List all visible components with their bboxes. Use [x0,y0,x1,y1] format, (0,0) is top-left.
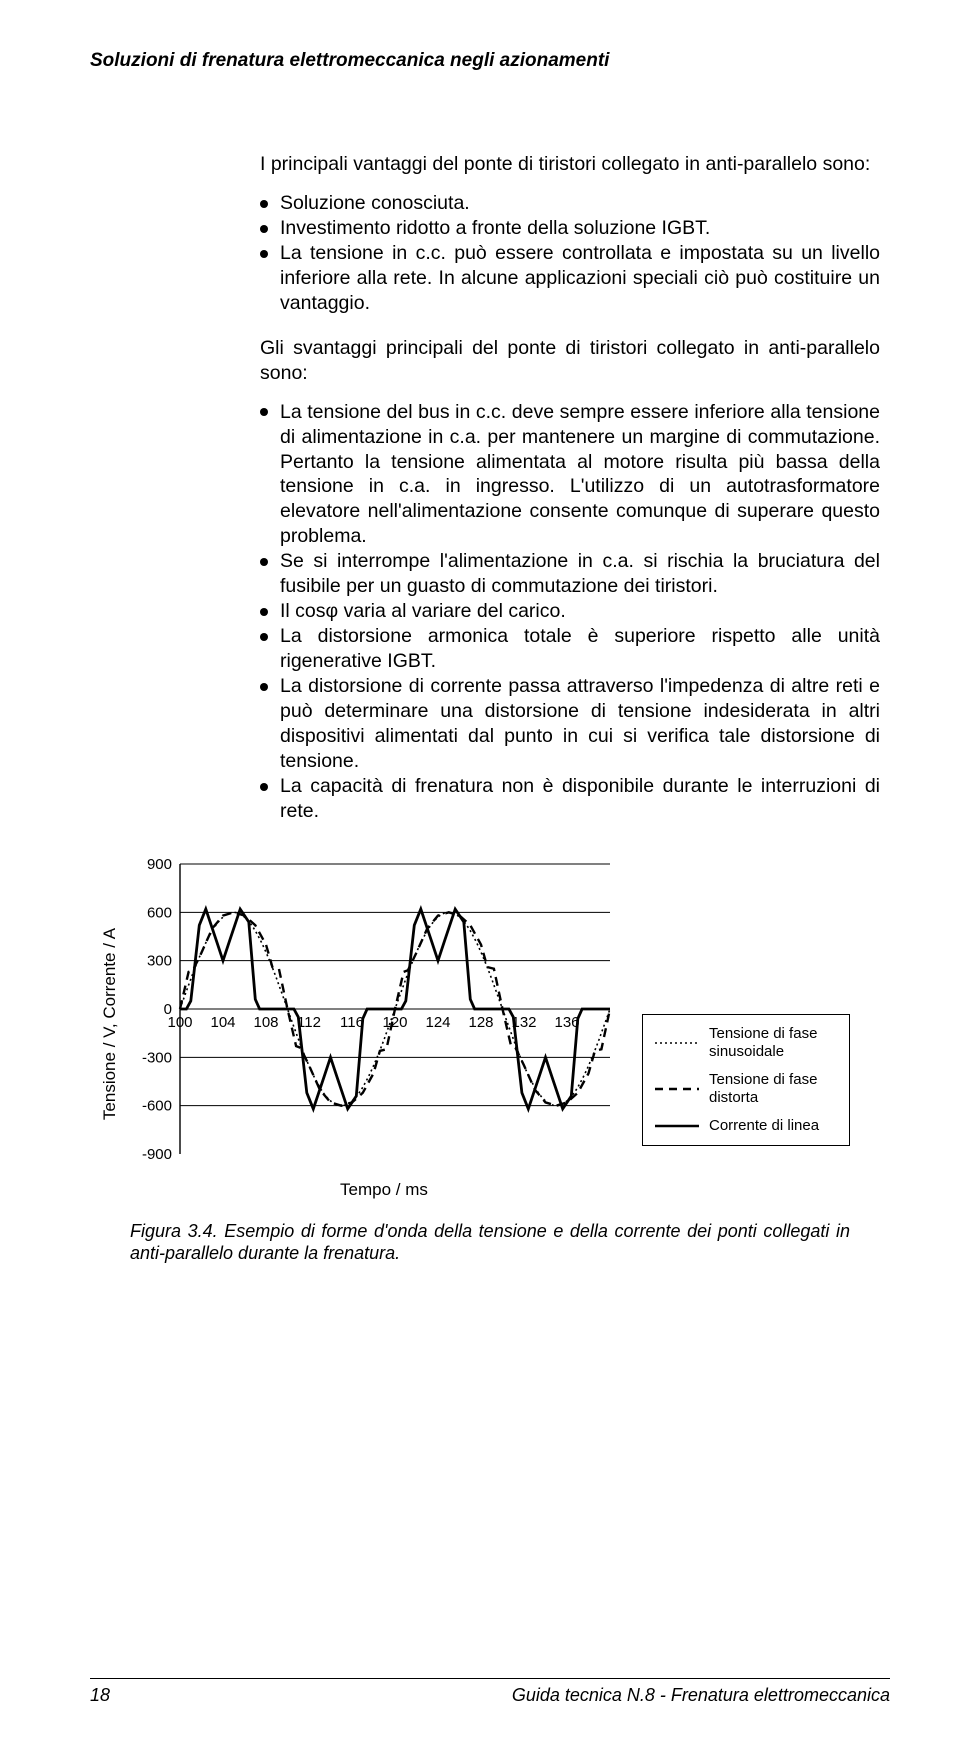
legend-item: Tensione di fase sinusoidale [655,1025,837,1061]
running-head: Soluzioni di frenatura elettromeccanica … [90,50,890,72]
svg-text:104: 104 [210,1014,235,1031]
advantages-list: Soluzione conosciuta.Investimento ridott… [260,191,880,316]
legend-item: Tensione di fase distorta [655,1071,837,1107]
x-axis-label: Tempo / ms [340,1180,620,1200]
y-axis-label: Tensione / V, Corrente / A [100,894,120,1154]
svg-text:100: 100 [167,1014,192,1031]
legend-label: Tensione di fase distorta [709,1071,837,1107]
list-item: La distorsione di corrente passa attrave… [260,674,880,774]
legend-label: Tensione di fase sinusoidale [709,1025,837,1061]
disadvantages-list: La tensione del bus in c.c. deve sempre … [260,400,880,824]
advantages-intro: I principali vantaggi del ponte di tiris… [260,152,880,177]
page-number: 18 [90,1685,110,1706]
svg-text:-900: -900 [142,1146,172,1163]
list-item: La capacità di frenatura non è disponibi… [260,774,880,824]
list-item: Se si interrompe l'alimentazione in c.a.… [260,549,880,599]
svg-text:-600: -600 [142,1097,172,1114]
list-item: La tensione in c.c. può essere controlla… [260,241,880,316]
legend-label: Corrente di linea [709,1117,819,1135]
svg-text:-300: -300 [142,1049,172,1066]
svg-text:900: 900 [147,856,172,873]
svg-text:300: 300 [147,952,172,969]
page-footer: 18 Guida tecnica N.8 - Frenatura elettro… [90,1678,890,1706]
list-item: La distorsione armonica totale è superio… [260,624,880,674]
svg-text:116: 116 [340,1014,364,1031]
figure-caption: Figura 3.4. Esempio di forme d'onda dell… [130,1220,850,1265]
list-item: Il cosφ varia al variare del carico. [260,599,880,624]
waveform-chart: -900-600-3000300600900100104108112116120… [120,854,620,1174]
svg-text:124: 124 [425,1014,450,1031]
body-column: I principali vantaggi del ponte di tiris… [260,152,880,824]
list-item: Soluzione conosciuta. [260,191,880,216]
doc-title: Guida tecnica N.8 - Frenatura elettromec… [512,1685,890,1706]
svg-text:120: 120 [382,1014,407,1031]
list-item: Investimento ridotto a fronte della solu… [260,216,880,241]
svg-text:108: 108 [253,1014,278,1031]
svg-text:600: 600 [147,904,172,921]
figure-3-4: Tensione / V, Corrente / A -900-600-3000… [90,854,880,1265]
svg-text:128: 128 [468,1014,493,1031]
legend-item: Corrente di linea [655,1117,837,1135]
list-item: La tensione del bus in c.c. deve sempre … [260,400,880,550]
disadvantages-intro: Gli svantaggi principali del ponte di ti… [260,336,880,386]
chart-legend: Tensione di fase sinusoidale Tensione di … [642,1014,850,1146]
